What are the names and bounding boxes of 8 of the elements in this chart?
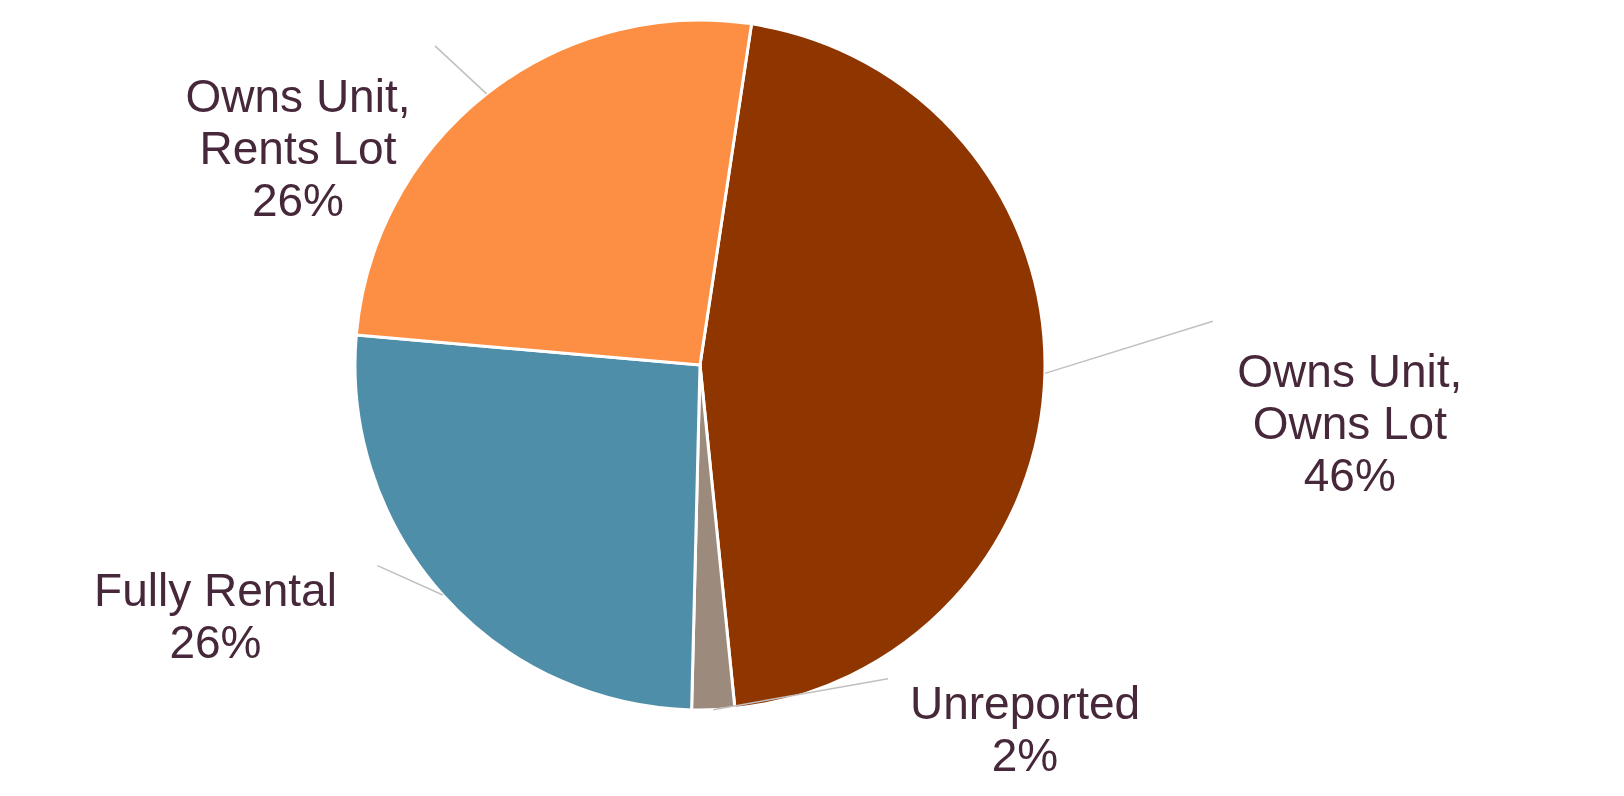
data-label: 46% [1303,449,1396,502]
data-label: 26% [251,173,345,226]
slice-label: Owns Unit, Owns Lot [1237,345,1463,450]
slice-label: Owns Unit, Rents Lot [185,69,411,174]
slice-label: Fully Rental [94,563,337,616]
data-label: 26% [169,615,262,668]
slice-label: Unreported [909,676,1141,729]
data-label: 2% [991,728,1059,781]
